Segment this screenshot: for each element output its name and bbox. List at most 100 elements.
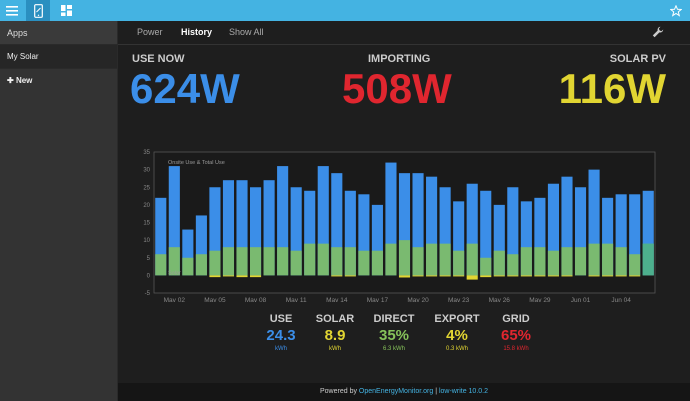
bar-total-use [615,194,627,276]
main-panel: Power History Show All USE NOW 624W IMPO… [118,21,690,401]
bar-total-use [629,194,641,276]
bar-total-use [547,183,559,276]
bar-export [466,275,478,280]
bar-export [547,275,559,277]
bar-total-use [385,162,397,276]
x-tick-label: May 02 [164,297,186,302]
bar-onsite-use [222,247,235,276]
bar-total-use [439,187,451,276]
stat-use: USE 24.3 kWh [266,313,296,352]
x-tick-label: Jun 01 [571,297,591,302]
bar-total-use [317,166,329,276]
bar-onsite-use [277,247,289,276]
new-app-label: New [15,76,33,85]
bar-onsite-use [480,257,492,276]
new-app-button[interactable]: ✚ New [0,69,117,93]
bar-total-use [222,180,235,276]
bar-total-use [588,169,600,276]
footer-version[interactable]: low-write 10.0.2 [438,388,488,395]
bar-onsite-use [331,247,343,276]
footer-link[interactable]: OpenEnergyMonitor.org [358,388,434,395]
bar-total-use [168,166,180,276]
x-tick-label: May 20 [407,297,429,302]
bar-export [250,275,262,278]
bar-onsite-use [168,247,180,276]
bar-export [493,275,505,277]
y-tick-label: 10 [143,238,150,244]
bar-total-use [642,190,654,276]
stat-grid-value: 65% [500,327,532,344]
x-tick-label: May 26 [489,297,511,302]
bar-highlight-today [642,243,654,276]
bar-total-use [466,183,478,276]
stat-solar: SOLAR 8.9 kWh [315,313,355,352]
bar-total-use [534,197,546,276]
view-tabs: Power History Show All [118,21,690,45]
y-tick-label: 20 [143,203,150,209]
stat-solar-value: 8.9 [324,327,346,344]
tab-history[interactable]: History [181,27,213,37]
bar-onsite-use [155,254,167,276]
bar-total-use [290,187,302,276]
star-icon[interactable] [664,0,688,21]
bar-onsite-use [317,243,329,276]
bar-export [222,275,235,277]
stat-direct-unit: 6.3 kWh [382,346,405,352]
top-nav-bar [0,0,690,21]
bar-onsite-use [385,243,397,276]
bar-total-use [250,187,262,276]
tab-show-all[interactable]: Show All [229,27,264,37]
bar-export [520,275,532,277]
dashboard-icon[interactable] [54,0,78,21]
bar-onsite-use [344,247,356,276]
bar-onsite-use [574,247,587,276]
bar-export [453,275,465,277]
menu-icon[interactable] [0,0,24,21]
bar-export [426,275,438,277]
bar-onsite-use [209,250,221,276]
bar-export [588,275,600,277]
bar-onsite-use [588,243,600,276]
bar-total-use [520,201,532,276]
bar-total-use [195,215,207,276]
stat-use-value: 24.3 [266,327,296,344]
stat-solar-unit: kWh [329,346,341,352]
bar-onsite-use [507,254,519,276]
bar-total-use [182,229,194,276]
bar-export [412,275,424,277]
bar-total-use [480,190,492,276]
bar-onsite-use [358,250,370,276]
use-now-value: 624W [130,65,240,112]
footer-separator: | [433,388,439,395]
plus-icon: ✚ [7,76,16,85]
sidebar-item-my-solar[interactable]: My Solar [0,45,117,69]
bar-onsite-use [629,254,641,276]
x-tick-label: Jun 04 [611,297,631,302]
y-tick-label: 25 [143,185,150,191]
bar-total-use [358,194,370,276]
y-tick-label: 0 [147,273,151,279]
stat-export-label: EXPORT [434,313,480,325]
bar-total-use [344,190,356,276]
stat-solar-label: SOLAR [315,313,355,325]
bar-onsite-use [290,250,302,276]
bar-total-use [277,166,289,276]
bar-onsite-use [250,247,262,276]
stat-direct: DIRECT 35% 6.3 kWh [372,313,416,352]
x-tick-label: May 11 [286,297,307,302]
bar-total-use [398,173,411,276]
tab-power[interactable]: Power [137,27,163,37]
apps-sidebar: Apps My Solar ✚ New [0,21,118,401]
bar-onsite-use [304,243,316,276]
y-tick-label: 35 [143,150,150,156]
phone-icon[interactable] [26,0,50,21]
bar-onsite-use [547,250,559,276]
bar-onsite-use [398,240,411,276]
stat-grid-unit: 15.8 kWh [503,346,529,352]
bar-onsite-use [263,247,275,276]
solar-pv-label: SOLAR PV [609,53,666,65]
wrench-icon[interactable] [652,26,664,38]
legend-entry: Solar [168,270,181,276]
stat-direct-label: DIRECT [373,313,415,325]
y-tick-label: -5 [145,291,151,297]
